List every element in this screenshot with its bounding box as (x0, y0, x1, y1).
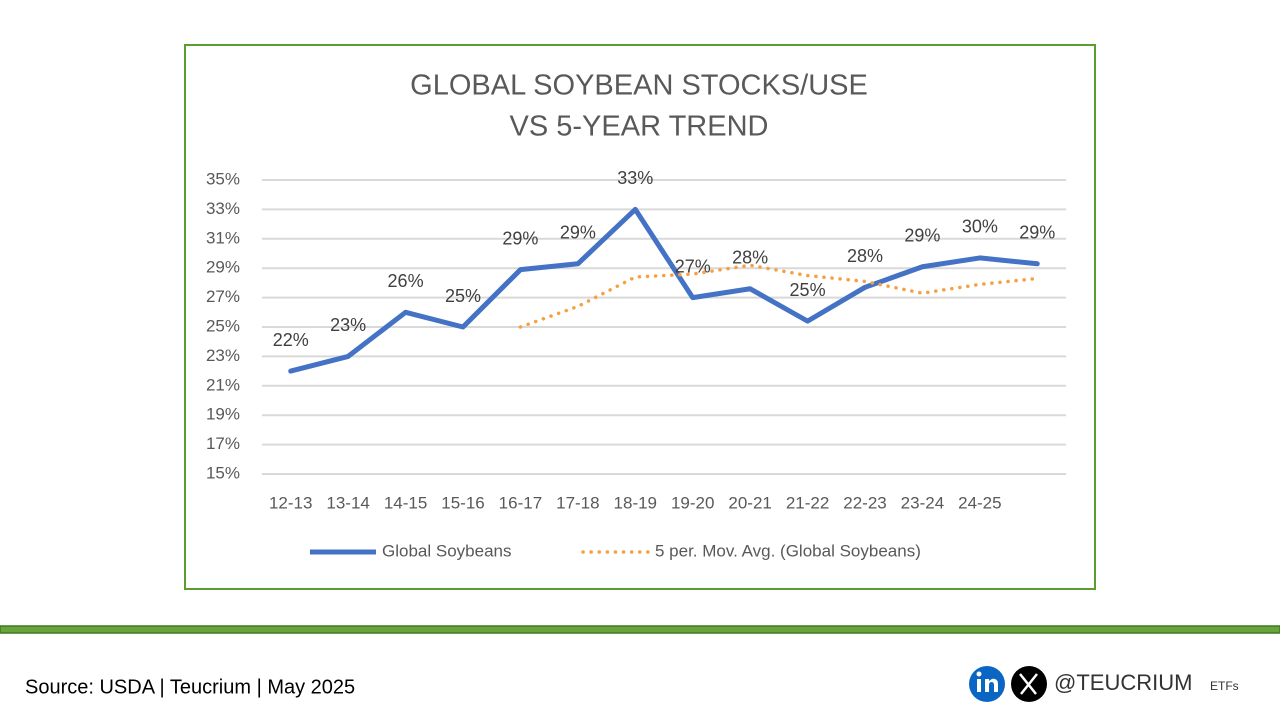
x-tick-label: 14-15 (384, 493, 427, 512)
legend-label: 5 per. Mov. Avg. (Global Soybeans) (655, 541, 921, 560)
legend-label: Global Soybeans (382, 541, 511, 560)
x-tick-label: 24-25 (958, 493, 1001, 512)
linkedin-icon (969, 666, 1005, 702)
series-line (288, 206, 1040, 374)
series-line (518, 263, 1040, 329)
y-tick-label: 27% (206, 287, 240, 306)
chart-title: VS 5-YEAR TREND (510, 111, 769, 143)
divider (0, 625, 1280, 634)
y-tick-label: 17% (206, 434, 240, 453)
y-tick-label: 25% (206, 316, 240, 335)
x-tick-label: 23-24 (901, 493, 944, 512)
y-tick-label: 29% (206, 258, 240, 277)
y-tick-label: 21% (206, 375, 240, 394)
handle-suffix: ETFs (1210, 679, 1239, 693)
y-tick-label: 35% (206, 169, 240, 188)
data-label: 29% (502, 228, 538, 248)
data-label: 23% (330, 315, 366, 335)
data-label: 29% (1019, 223, 1055, 243)
y-tick-label: 23% (206, 346, 240, 365)
y-tick-label: 19% (206, 405, 240, 424)
y-tick-label: 31% (206, 228, 240, 247)
x-tick-label: 15-16 (441, 493, 484, 512)
x-tick-label: 13-14 (326, 493, 369, 512)
x-tick-label: 20-21 (728, 493, 771, 512)
x-tick-label: 21-22 (786, 493, 829, 512)
handle: @TEUCRIUM (1054, 670, 1192, 695)
chart-frame (184, 44, 1096, 590)
source: Source: USDA | Teucrium | May 2025 (25, 676, 355, 698)
x-tick-label: 17-18 (556, 493, 599, 512)
data-label: 26% (388, 271, 424, 291)
data-label: 33% (617, 168, 653, 188)
data-label: 28% (732, 248, 768, 268)
y-tick-label: 15% (206, 463, 240, 482)
x-tick-label: 12-13 (269, 493, 312, 512)
data-label: 28% (847, 246, 883, 266)
data-label: 25% (790, 280, 826, 300)
data-label: 29% (560, 223, 596, 243)
chart-title: GLOBAL SOYBEAN STOCKS/USE (410, 70, 868, 102)
data-label: 27% (675, 256, 711, 276)
data-label: 25% (445, 286, 481, 306)
x-tick-label: 22-23 (843, 493, 886, 512)
x-tick-label: 16-17 (499, 493, 542, 512)
data-label: 30% (962, 217, 998, 237)
data-label: 22% (273, 330, 309, 350)
y-tick-label: 33% (206, 199, 240, 218)
x-tick-label: 19-20 (671, 493, 714, 512)
x-tick-label: 18-19 (614, 493, 657, 512)
x-icon (1011, 666, 1047, 702)
data-label: 29% (904, 225, 940, 245)
